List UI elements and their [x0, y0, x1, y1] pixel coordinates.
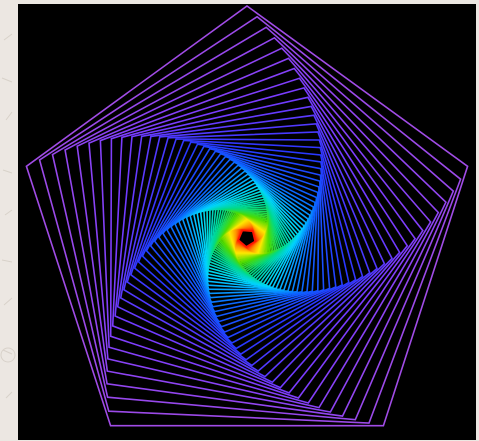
spiral-pentagon-layer [64, 36, 447, 417]
spiral-pentagon-layer [157, 152, 320, 323]
spiral-pentagon-layer [185, 173, 310, 292]
spiral-pentagon-layer [145, 145, 337, 339]
spiral-pentagon-layer [116, 105, 393, 384]
spiral-pentagon-layer [199, 184, 301, 288]
spiral-pentagon-layer [203, 187, 299, 286]
spiral-pentagon-layer [109, 77, 417, 399]
spiral-pentagon-layer [149, 147, 331, 334]
spiral-pentagon-layer [174, 164, 315, 304]
spiral-pentagon-layer [38, 15, 462, 424]
spiral-pentagon-layer [192, 179, 305, 290]
spiral-pentagon-layer [177, 167, 313, 299]
spiral-pentagon-layer [166, 158, 318, 313]
spiral-pentagon-layer [137, 141, 350, 350]
artwork-canvas [18, 4, 476, 440]
spiral-pentagon-layer [189, 176, 308, 291]
spiral-pentagon-layer [114, 96, 401, 389]
spiral-pentagon-layer [153, 150, 325, 328]
spiral-pentagon-layer [208, 195, 293, 282]
spiral-pentagon-layer [161, 155, 319, 318]
spiral-pentagon-layer [129, 138, 364, 361]
spiral-pentagon-layer [181, 170, 311, 295]
spiral-pentagon-layer [206, 190, 297, 285]
pentagon-spiral-graphic [25, 5, 469, 427]
spiral-pentagon-layer [51, 26, 455, 421]
spiral-pentagon-layer [170, 161, 316, 308]
spiral-pentagon-layer [25, 5, 469, 427]
spiral-pentagon-layer [141, 143, 344, 344]
spiral-pentagon-layer [88, 57, 432, 409]
spiral-pentagon-layer [111, 86, 409, 394]
spiral-pentagon-layer [126, 131, 371, 367]
spiral-pentagon-layer [99, 67, 424, 404]
spiral-pentagon-layer [76, 47, 440, 413]
spiral-pentagon-layer [196, 182, 303, 289]
spiral-pentagon-layer [133, 139, 357, 356]
spiral-pentagon-layer [208, 193, 295, 284]
spiral-pentagon-layer [119, 114, 386, 378]
spiral-pentagon-layer [122, 122, 378, 372]
spiral-pentagon-layer [237, 229, 257, 248]
